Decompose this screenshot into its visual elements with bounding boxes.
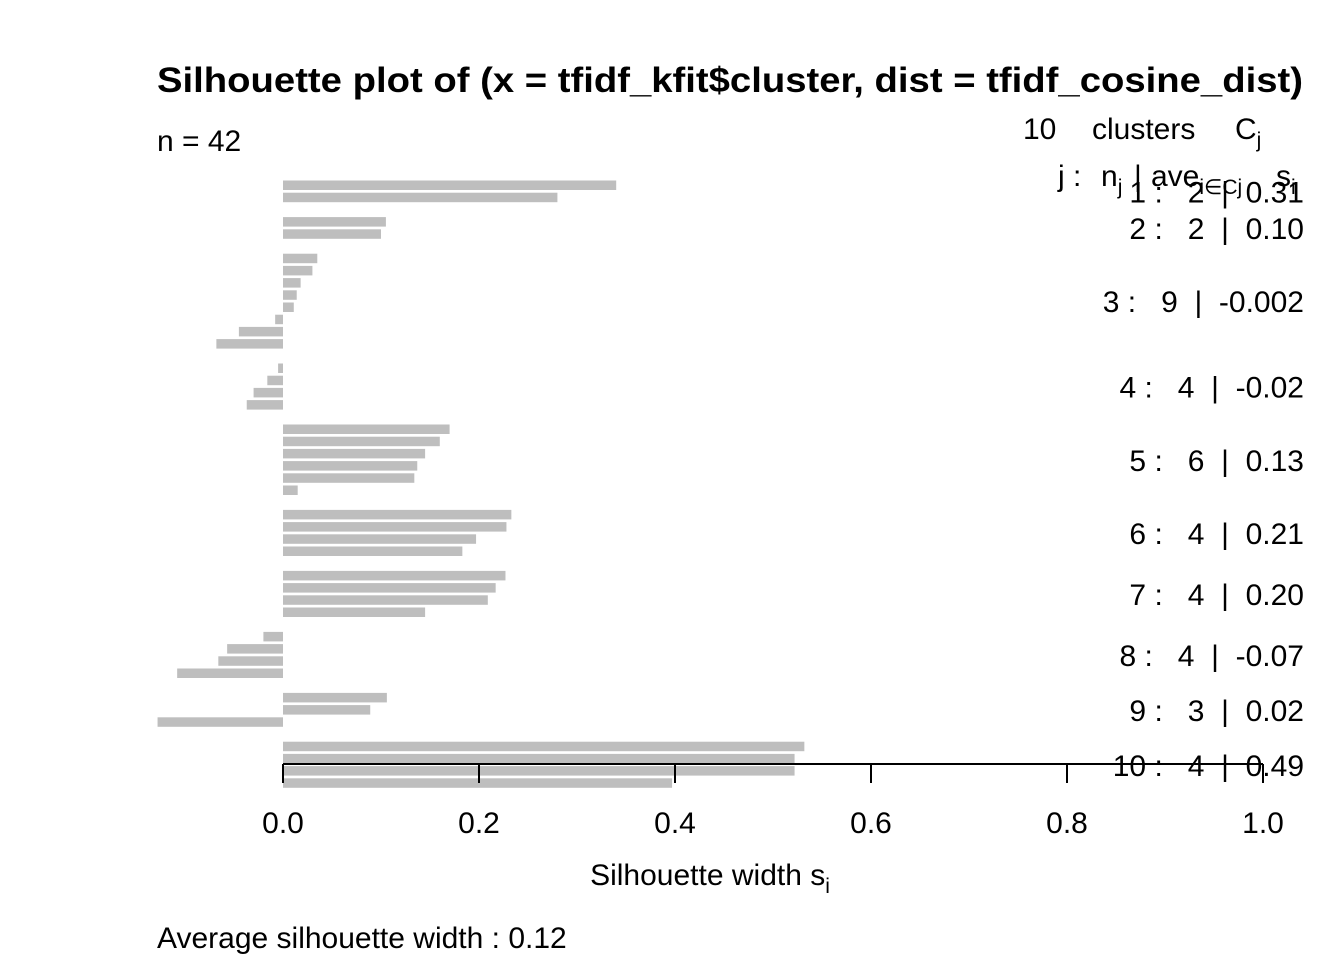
column-header-j: j : [1057, 160, 1081, 193]
silhouette-bar [283, 424, 450, 434]
silhouette-bar [283, 290, 297, 300]
silhouette-bar [283, 546, 463, 556]
cluster-summary-label: 9 : 3 | 0.02 [1129, 695, 1304, 728]
silhouette-bar [283, 522, 507, 532]
silhouette-bar [283, 278, 301, 288]
silhouette-bar [283, 607, 426, 617]
clusters-c: Cj [1235, 113, 1261, 152]
column-header-ave-word: ave [1151, 160, 1199, 193]
silhouette-bar [283, 265, 313, 276]
silhouette-bar [283, 705, 371, 715]
cluster-summary-label: 10 : 4 | 0.49 [1113, 750, 1304, 783]
x-axis-tick-label: 0.8 [1046, 807, 1088, 840]
cluster-summary-label: 6 : 4 | 0.21 [1129, 518, 1304, 551]
silhouette-bar [283, 595, 488, 605]
silhouette-bar [177, 668, 283, 678]
column-header-bar: | [1134, 160, 1142, 193]
silhouette-bar [283, 180, 617, 190]
x-axis-label-sub: i [825, 875, 830, 898]
column-header-s-letter: s [1276, 160, 1291, 193]
silhouette-bar [283, 473, 415, 483]
column-header-s: si [1276, 160, 1296, 199]
x-axis-label-text: Silhouette width s [590, 859, 825, 892]
silhouette-bar [283, 217, 386, 227]
n-label: n = 42 [157, 125, 241, 158]
x-axis-tick-label: 1.0 [1242, 807, 1284, 840]
cluster-labels-group: 1 : 2 | 0.31 2 : 2 | 0.10 3 : 9 | -0.002 4 … [1103, 176, 1304, 782]
silhouette-bar [275, 314, 283, 325]
clusters-c-letter: C [1235, 113, 1257, 146]
clusters-word: clusters [1092, 113, 1195, 146]
silhouette-bar [283, 461, 418, 471]
x-axis-tick-label: 0.4 [654, 807, 696, 840]
silhouette-bar [283, 692, 387, 703]
silhouette-bar [283, 485, 298, 495]
silhouette-bar [283, 778, 673, 788]
silhouette-bar [283, 436, 440, 447]
silhouette-bar [227, 644, 283, 654]
silhouette-bar [283, 509, 512, 520]
cluster-summary-label: 7 : 4 | 0.20 [1129, 579, 1304, 612]
silhouette-bar [283, 570, 506, 581]
x-axis-tick-label: 0.2 [458, 807, 500, 840]
silhouette-bar [283, 229, 381, 239]
silhouette-bar [283, 302, 294, 312]
silhouette-bar [283, 253, 318, 264]
cluster-summary-label: 5 : 6 | 0.13 [1129, 445, 1304, 478]
silhouette-bar [238, 326, 283, 337]
silhouette-bar [283, 741, 805, 752]
column-header-ave: avei∈Cj [1151, 160, 1242, 199]
silhouette-bar [283, 192, 558, 203]
silhouette-bar [278, 363, 283, 373]
silhouette-bar [263, 631, 283, 642]
column-header-s-sub: i [1291, 176, 1296, 199]
clusters-c-sub: j [1256, 129, 1262, 152]
x-axis-tick-label: 0.0 [262, 807, 304, 840]
column-header-n-letter: n [1101, 160, 1118, 193]
silhouette-bar [283, 448, 426, 459]
silhouette-bar [283, 534, 477, 544]
column-header-ave-sub: i∈Cj [1199, 176, 1242, 199]
clusters-count: 10 [1023, 113, 1056, 146]
silhouette-bar [283, 753, 795, 764]
cluster-summary-label: 4 : 4 | -0.02 [1119, 372, 1304, 405]
silhouette-bar [283, 766, 795, 776]
silhouette-bar [283, 583, 496, 593]
cluster-summary-label: 8 : 4 | -0.07 [1119, 640, 1304, 673]
x-axis: 0.0 0.2 0.4 0.6 0.8 1.0 [262, 763, 1284, 840]
silhouette-bar [218, 656, 283, 666]
silhouette-bar [267, 375, 283, 386]
average-silhouette-width: Average silhouette width : 0.12 [157, 922, 567, 955]
cluster-summary-label: 3 : 9 | -0.002 [1103, 286, 1304, 319]
silhouette-bar [157, 717, 283, 727]
silhouette-bar [253, 387, 283, 398]
x-axis-label: Silhouette width si [590, 859, 830, 898]
column-header-n-sub: j [1117, 176, 1123, 199]
silhouette-bar [246, 400, 283, 410]
cluster-summary-label: 1 : 2 | 0.31 [1129, 176, 1304, 209]
bars-group [157, 180, 805, 788]
cluster-summary-label: 2 : 2 | 0.10 [1129, 213, 1304, 246]
chart-title: Silhouette plot of (x = tfidf_kfit$clust… [157, 61, 1303, 100]
silhouette-bar [216, 339, 283, 349]
column-header-n: nj [1101, 160, 1122, 199]
x-axis-tick-label: 0.6 [850, 807, 892, 840]
